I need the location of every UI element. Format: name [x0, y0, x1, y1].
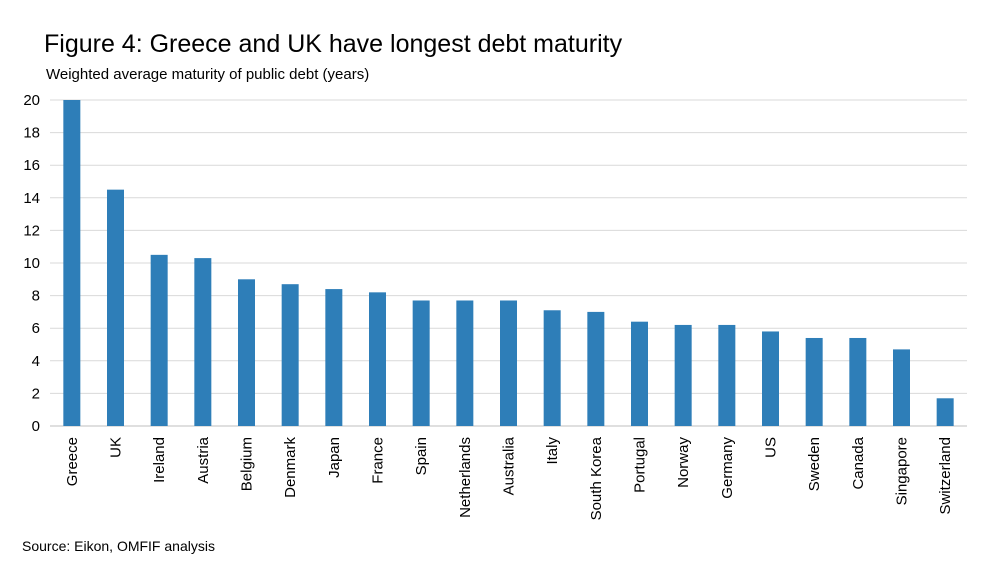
- y-tick-label: 10: [23, 255, 40, 272]
- bar: [936, 398, 954, 426]
- bar: [456, 300, 474, 426]
- x-tick-label: Italy: [544, 437, 561, 465]
- bar: [369, 292, 386, 426]
- x-tick-label: Netherlands: [457, 437, 474, 518]
- x-tick-label: Ireland: [151, 437, 168, 483]
- bar: [587, 311, 605, 426]
- x-tick-label: Japan: [326, 437, 343, 478]
- x-tick-label: Greece: [64, 437, 81, 486]
- bar: [412, 300, 430, 426]
- x-tick-label: Sweden: [806, 437, 823, 491]
- x-tick-label: Australia: [501, 436, 518, 495]
- bar: [674, 324, 692, 426]
- bar: [849, 337, 867, 426]
- y-tick-label: 20: [23, 92, 40, 109]
- bar: [63, 100, 81, 426]
- x-tick-label: US: [763, 437, 780, 458]
- y-tick-label: 4: [32, 353, 40, 370]
- y-tick-label: 8: [32, 288, 40, 305]
- x-tick-label: Portugal: [632, 437, 649, 493]
- x-tick-label: France: [370, 437, 387, 484]
- x-tick-label: Singapore: [894, 437, 911, 505]
- x-tick-label: Germany: [719, 437, 736, 499]
- bar: [150, 254, 168, 426]
- bar: [805, 337, 823, 426]
- bar: [718, 324, 736, 426]
- bar: [325, 289, 343, 426]
- chart-subtitle: Weighted average maturity of public debt…: [46, 66, 370, 83]
- x-tick-label: Denmark: [282, 437, 299, 498]
- y-tick-label: 14: [23, 190, 40, 207]
- bar: [893, 349, 910, 426]
- source-note: Source: Eikon, OMFIF analysis: [22, 538, 215, 554]
- x-tick-label: Spain: [413, 437, 430, 475]
- bar: [543, 310, 561, 426]
- y-tick-label: 18: [23, 125, 40, 142]
- y-tick-label: 0: [32, 418, 40, 435]
- x-tick-label: Norway: [675, 437, 692, 488]
- bar: [500, 300, 517, 426]
- y-tick-label: 2: [32, 385, 40, 402]
- x-tick-label: South Korea: [588, 436, 605, 520]
- bar: [762, 331, 779, 426]
- y-tick-label: 16: [23, 157, 40, 174]
- x-tick-label: Belgium: [239, 437, 256, 491]
- bar: [631, 321, 648, 426]
- bar: [281, 284, 299, 426]
- bar: [238, 279, 255, 426]
- x-tick-label: Austria: [195, 436, 212, 483]
- x-tick-label: Switzerland: [937, 437, 954, 515]
- y-tick-label: 6: [32, 320, 40, 337]
- bar: [107, 189, 124, 426]
- bar: [194, 258, 212, 426]
- chart-title: Figure 4: Greece and UK have longest deb…: [44, 30, 623, 58]
- y-tick-label: 12: [23, 222, 40, 239]
- x-tick-label: UK: [108, 437, 125, 458]
- x-tick-label: Canada: [850, 436, 867, 489]
